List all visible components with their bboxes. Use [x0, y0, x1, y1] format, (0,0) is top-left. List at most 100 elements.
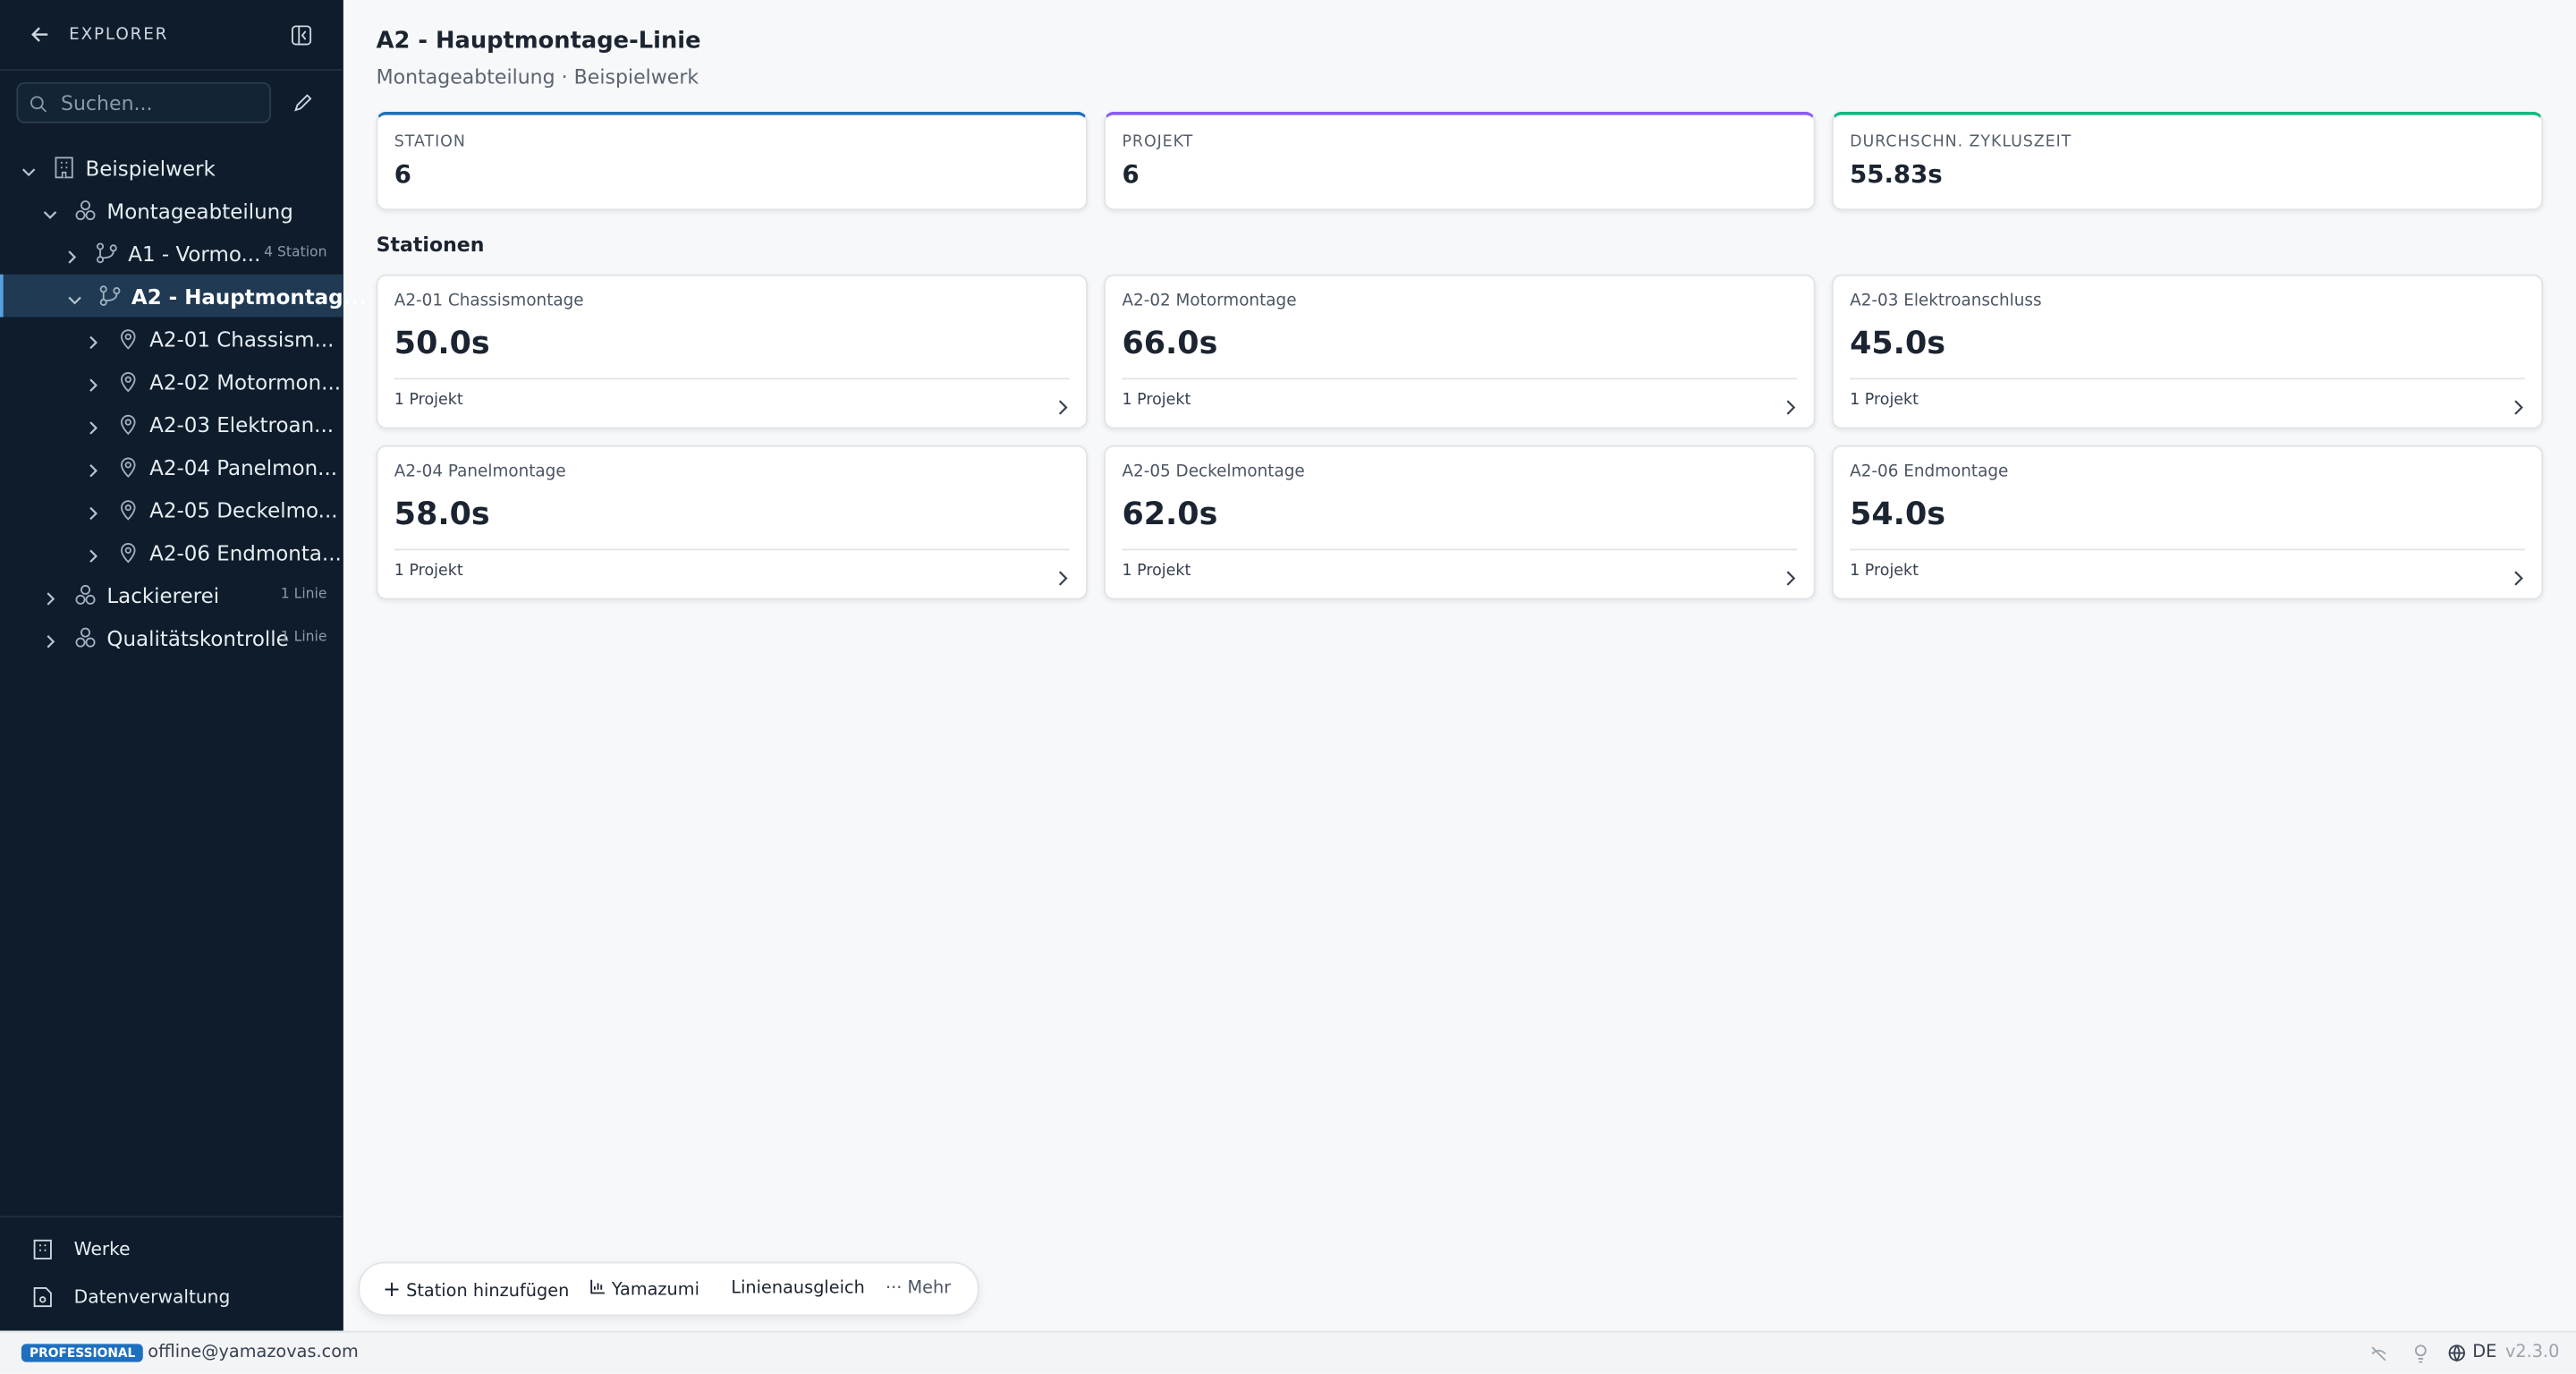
- tree-icon: [116, 412, 140, 440]
- tree-item[interactable]: Beispielwerk: [0, 146, 343, 189]
- project-count: 1 Projekt: [1850, 391, 1919, 410]
- tree-icon: [53, 156, 76, 183]
- chevron: [1056, 391, 1070, 422]
- stat-value: 6: [394, 159, 411, 190]
- tree-item[interactable]: A2-03 Elektroan...: [0, 403, 343, 445]
- cycle-time: 58.0s: [394, 496, 490, 533]
- tree-label: A2-05 Deckelmo...: [149, 497, 338, 523]
- tree-item[interactable]: A2-04 Panelmon...: [0, 445, 343, 488]
- station-card[interactable]: A2-06 Endmontage 54.0s 1 Projekt: [1831, 445, 2544, 600]
- stat-card: PROJEKT 6: [1104, 111, 1816, 211]
- toolbar-button[interactable]: + Station hinzufügen: [382, 1277, 570, 1303]
- tree-item[interactable]: Lackiererei 1 Linie: [0, 573, 343, 616]
- tree-label: A2-03 Elektroan...: [149, 412, 335, 437]
- chevron: [2512, 562, 2525, 593]
- tree-badge: 1 Linie: [280, 586, 327, 604]
- collapse-button[interactable]: [291, 25, 312, 47]
- nav-item[interactable]: Datenverwaltung: [0, 1280, 343, 1316]
- tree-icon: [116, 498, 140, 526]
- cycle-time: 54.0s: [1850, 496, 1945, 533]
- chevron: [86, 416, 101, 441]
- nav-label: Datenverwaltung: [73, 1286, 231, 1309]
- station-card[interactable]: A2-03 Elektroanschluss 45.0s 1 Projekt: [1831, 274, 2544, 429]
- divider: [394, 377, 1070, 380]
- station-name: A2-05 Deckelmontage: [1122, 462, 1305, 482]
- chevron: [86, 458, 101, 483]
- tree-icon: [98, 284, 122, 312]
- cycle-time: 62.0s: [1122, 496, 1218, 533]
- project-count: 1 Projekt: [1122, 562, 1191, 581]
- toolbar-button[interactable]: Linienausgleich: [731, 1278, 865, 1298]
- button-label: Station hinzufügen: [406, 1281, 570, 1302]
- user-email: offline@yamazovas.com: [148, 1342, 359, 1362]
- station-card[interactable]: A2-05 Deckelmontage 62.0s 1 Projekt: [1104, 445, 1816, 600]
- button-label: Mehr: [907, 1277, 952, 1298]
- edit-button[interactable]: [292, 92, 314, 114]
- stat-label: PROJEKT: [1122, 132, 1194, 151]
- project-count: 1 Projekt: [1122, 391, 1191, 410]
- chevron: [86, 544, 101, 569]
- tree-item[interactable]: A2-06 Endmonta...: [0, 530, 343, 573]
- search-placeholder: Suchen...: [60, 91, 153, 115]
- tree-label: A2 - Hauptmontag...: [131, 284, 367, 310]
- chevron: [43, 587, 58, 612]
- tree-icon: [96, 242, 119, 269]
- toolbar-button[interactable]: ··· Mehr: [885, 1277, 952, 1298]
- station-name: A2-06 Endmontage: [1850, 462, 2009, 482]
- chevron: [21, 159, 37, 184]
- chevron: [86, 330, 101, 355]
- tree-icon: [116, 540, 140, 568]
- project-count: 1 Projekt: [394, 391, 463, 410]
- project-count: 1 Projekt: [1850, 562, 1919, 581]
- divider: [1122, 548, 1798, 551]
- station-name: A2-01 Chassismontage: [394, 292, 584, 311]
- chevron: [43, 629, 58, 654]
- station-name: A2-02 Motormontage: [1122, 292, 1297, 311]
- toolbar-button[interactable]: Yamazumi: [589, 1278, 699, 1300]
- tree-item[interactable]: Montageabteilung: [0, 189, 343, 232]
- chevron: [86, 373, 101, 398]
- stat-card: STATION 6: [376, 111, 1088, 211]
- station-card[interactable]: A2-01 Chassismontage 50.0s 1 Projekt: [376, 274, 1088, 429]
- tree-item[interactable]: A1 - Vormo... 4 Station: [0, 232, 343, 275]
- station-card[interactable]: A2-02 Motormontage 66.0s 1 Projekt: [1104, 274, 1816, 429]
- chevron: [86, 501, 101, 526]
- back-button[interactable]: [30, 25, 49, 45]
- stat-value: 55.83s: [1850, 159, 1943, 190]
- tree-label: Qualitätskontrolle: [106, 625, 289, 651]
- version: v2.3.0: [2504, 1342, 2560, 1362]
- tree-item[interactable]: A2-01 Chassism...: [0, 317, 343, 360]
- divider: [1122, 377, 1798, 380]
- tree-icon: [116, 369, 140, 397]
- tree-label: A2-01 Chassism...: [149, 327, 335, 352]
- tree-label: A1 - Vormo...: [128, 241, 261, 267]
- chevron: [64, 245, 80, 270]
- tree-item[interactable]: Qualitätskontrolle 1 Linie: [0, 616, 343, 659]
- tree-badge: 1 Linie: [280, 629, 327, 646]
- tree-item[interactable]: A2-02 Motormon...: [0, 360, 343, 403]
- plan-badge: PROFESSIONAL: [21, 1344, 144, 1362]
- search-input[interactable]: Suchen...: [16, 81, 272, 123]
- tree-item[interactable]: A2-05 Deckelmo...: [0, 488, 343, 530]
- divider: [1850, 548, 2526, 551]
- stat-label: DURCHSCHN. ZYKLUSZEIT: [1850, 132, 2072, 151]
- nav-item[interactable]: Werke: [0, 1233, 343, 1268]
- stat-value: 6: [1122, 159, 1140, 190]
- stat-label: STATION: [394, 132, 466, 151]
- chevron: [67, 287, 82, 312]
- tree-icon: [74, 583, 97, 611]
- nav-label: Werke: [73, 1238, 131, 1260]
- tree-icon: [74, 626, 97, 654]
- chevron: [1784, 562, 1798, 593]
- button-label: Linienausgleich: [731, 1277, 865, 1298]
- tree-item[interactable]: A2 - Hauptmontag...: [0, 274, 367, 318]
- sidebar-title: EXPLORER: [69, 26, 169, 45]
- station-card[interactable]: A2-04 Panelmontage 58.0s 1 Projekt: [376, 445, 1088, 600]
- status-bar: PROFESSIONAL offline@yamazovas.com DE v2…: [0, 1330, 2576, 1374]
- cycle-time: 66.0s: [1122, 325, 1218, 362]
- tree-label: Lackiererei: [106, 583, 220, 608]
- language[interactable]: DE: [2472, 1342, 2497, 1362]
- tree-label: A2-04 Panelmon...: [149, 454, 338, 480]
- button-label: Yamazumi: [611, 1279, 699, 1300]
